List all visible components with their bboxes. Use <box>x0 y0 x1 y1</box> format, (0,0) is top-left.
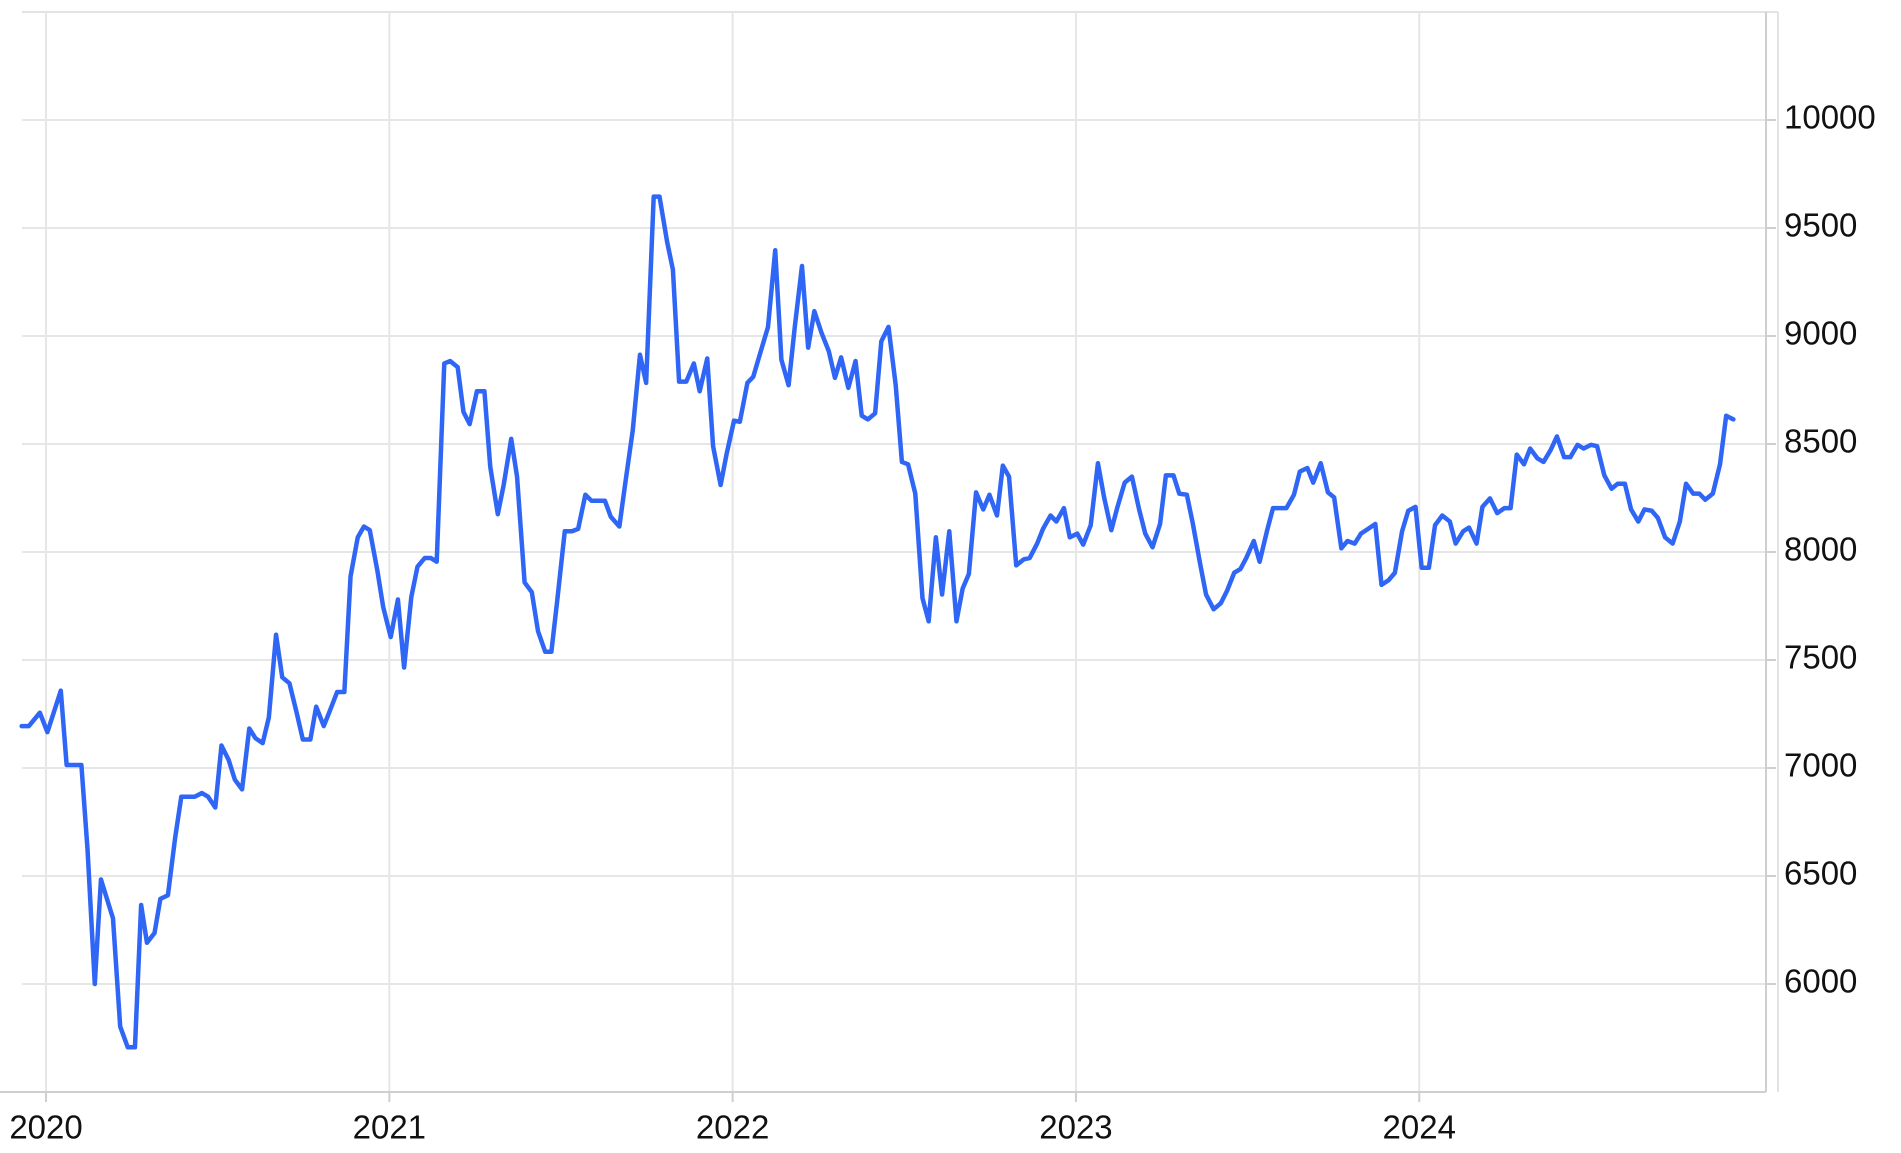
y-tick-label: 8000 <box>1784 531 1857 568</box>
x-tick-label: 2020 <box>9 1109 82 1146</box>
y-tick-label: 8500 <box>1784 423 1857 460</box>
price-line <box>19 194 1736 1050</box>
y-tick-label: 9000 <box>1784 315 1857 352</box>
x-tick-label: 2023 <box>1039 1109 1112 1146</box>
x-tick-label: 2022 <box>696 1109 769 1146</box>
y-tick-label: 7000 <box>1784 747 1857 784</box>
y-tick-label: 10000 <box>1784 99 1876 136</box>
y-tick-label: 6500 <box>1784 855 1857 892</box>
x-tick-label: 2024 <box>1383 1109 1456 1146</box>
y-tick-label: 9500 <box>1784 207 1857 244</box>
x-tick-label: 2021 <box>353 1109 426 1146</box>
y-tick-label: 7500 <box>1784 639 1857 676</box>
y-tick-label: 6000 <box>1784 963 1857 1000</box>
